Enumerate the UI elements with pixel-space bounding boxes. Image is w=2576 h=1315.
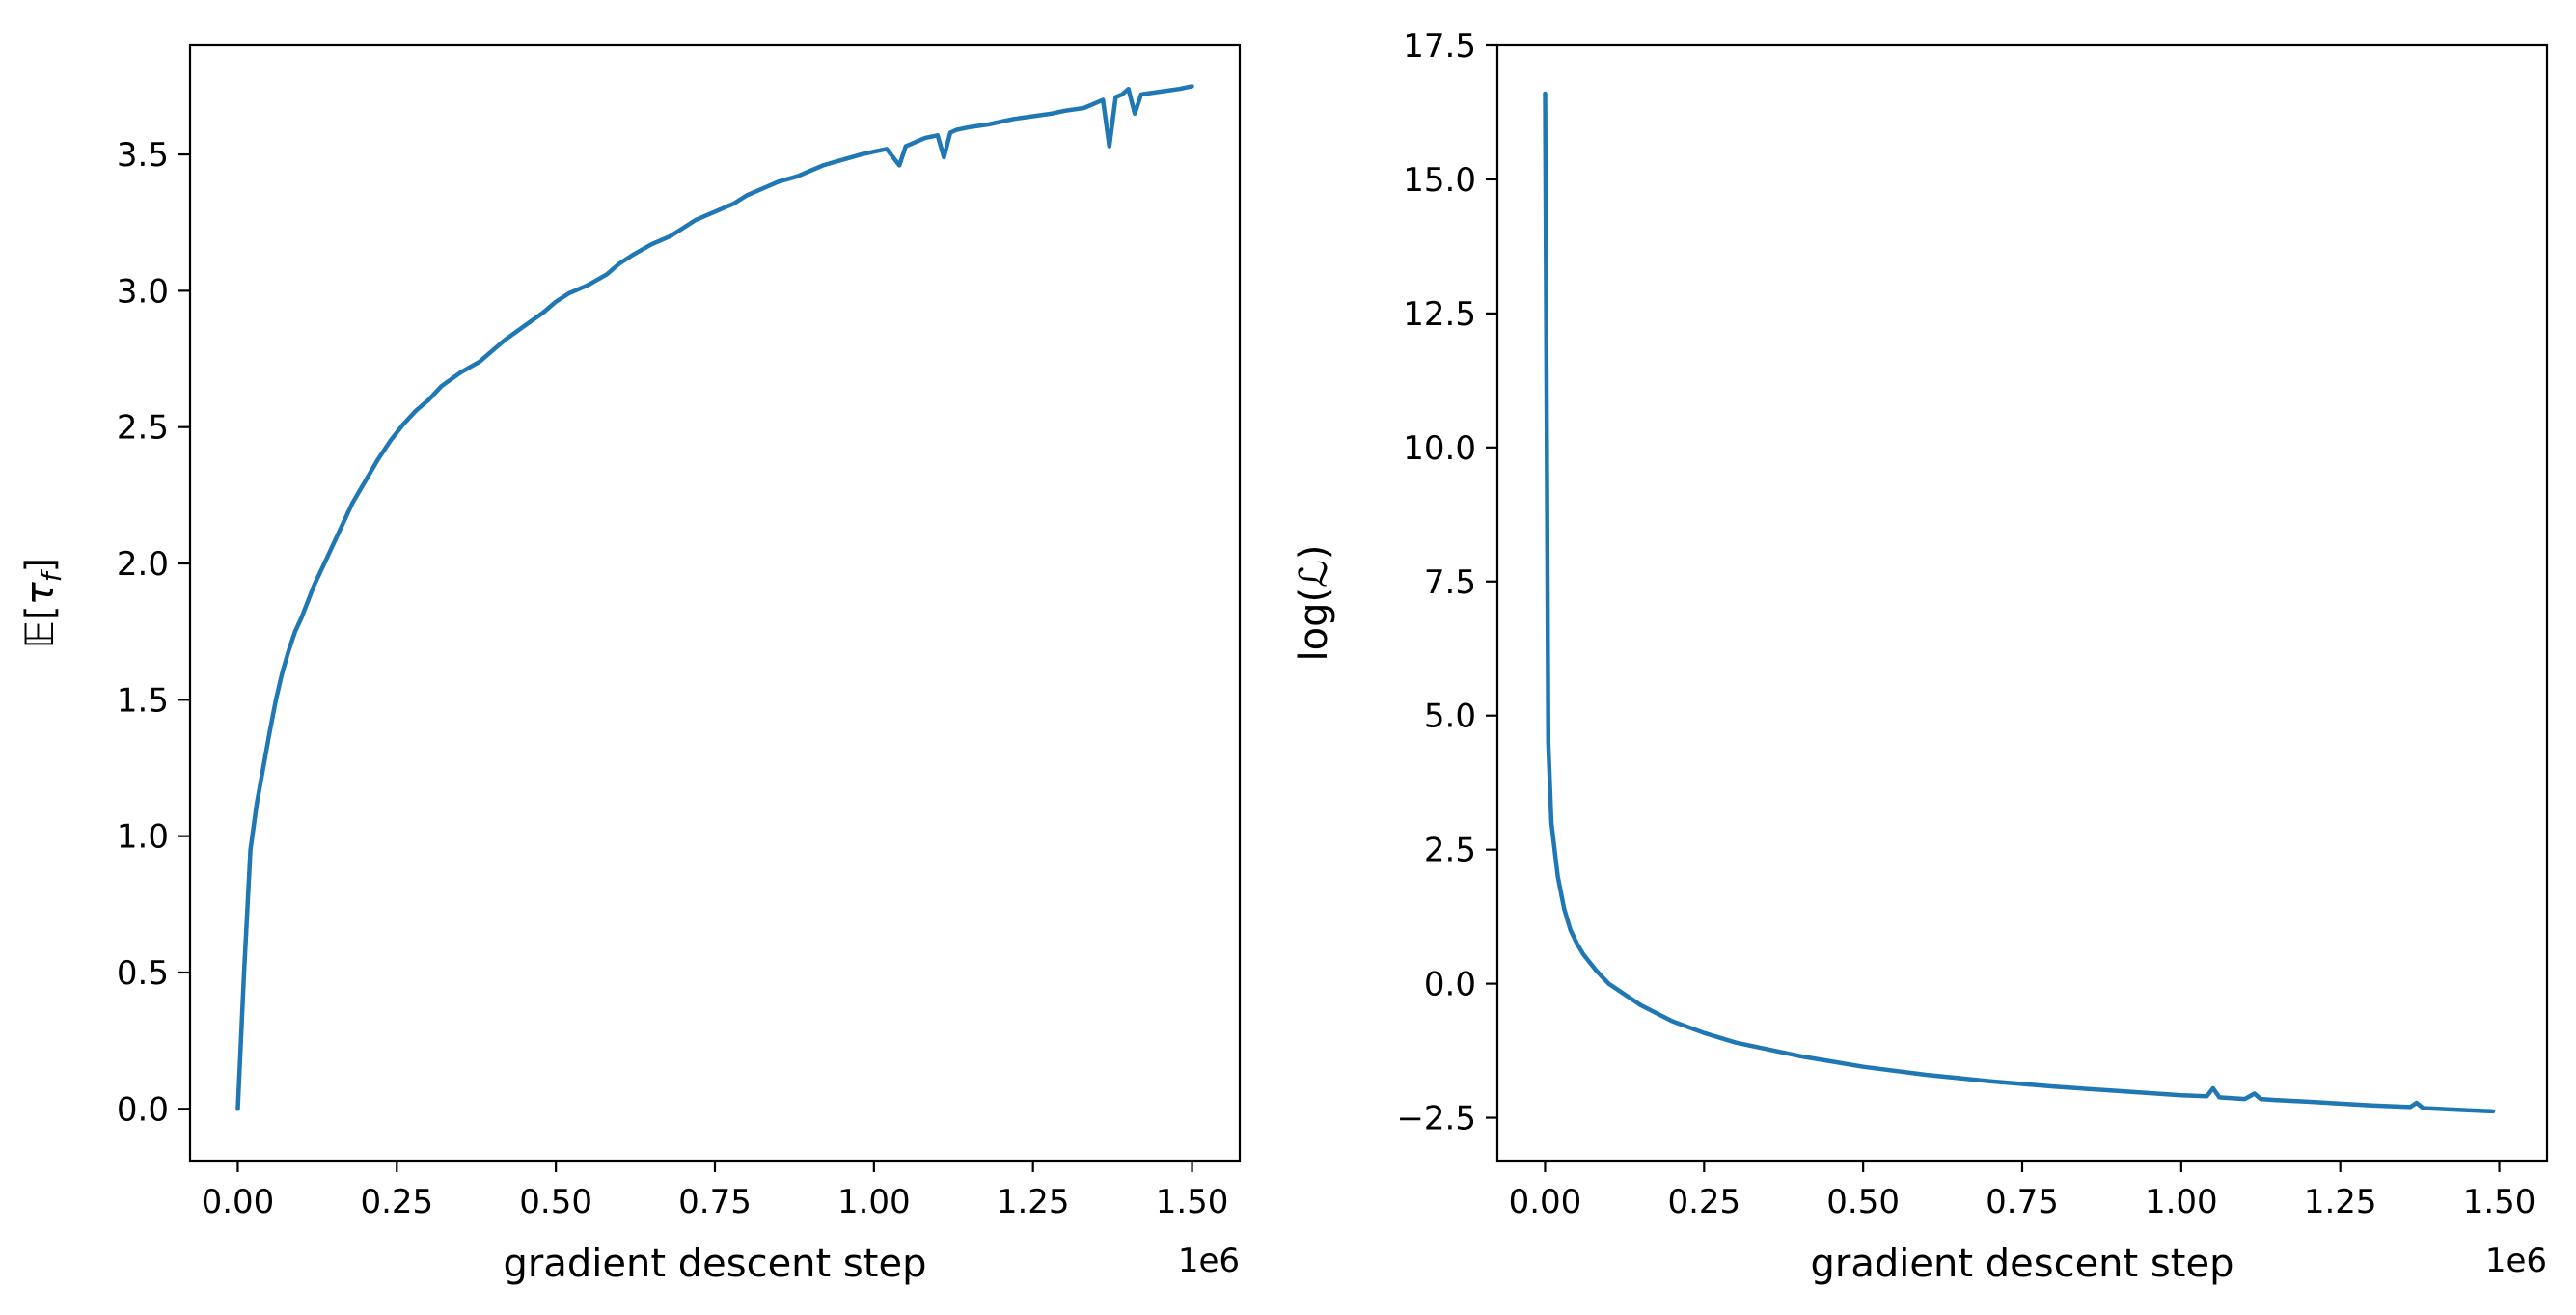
y-tick-label: 3.5 [117, 136, 169, 175]
y-tick-label: 2.5 [117, 409, 169, 448]
x-axis-label: gradient descent step [1811, 1242, 2234, 1286]
x-tick-label: 1.50 [1156, 1183, 1229, 1221]
x-tick-label: 0.75 [1986, 1183, 2059, 1221]
x-tick-label: 1.25 [2304, 1183, 2377, 1221]
series-line-1 [1543, 91, 2496, 1114]
y-tick-label: 3.0 [117, 272, 169, 311]
x-tick-label: 1.00 [2145, 1183, 2218, 1221]
y-tick-label: 10.0 [1403, 429, 1476, 468]
y-tick-label: 1.0 [117, 818, 169, 857]
y-tick-label: 0.0 [1424, 966, 1476, 1004]
y-tick-label: 0.5 [117, 954, 169, 993]
y-tick-label: 0.0 [117, 1090, 169, 1129]
x-tick-label: 0.75 [678, 1183, 752, 1221]
x-tick-label: 0.00 [202, 1183, 275, 1221]
x-axis-label: gradient descent step [504, 1242, 927, 1286]
x-tick-label: 1.50 [2463, 1183, 2536, 1221]
x-offset-label: 1e6 [2485, 1242, 2547, 1280]
y-tick-label: 17.5 [1403, 27, 1476, 66]
y-tick-label: 5.0 [1424, 698, 1476, 736]
x-tick-label: 1.00 [837, 1183, 911, 1221]
y-tick-label: 7.5 [1424, 563, 1476, 602]
x-tick-label: 0.25 [1667, 1183, 1740, 1221]
y-tick-label: 2.0 [117, 545, 169, 584]
chart-panel-2: 0.00 0.25 0.50 0.75 1.00 1.25 1.50 −2.5 0.0 2.5 5.… [1292, 27, 2549, 1286]
y-tick-label: −2.5 [1396, 1100, 1476, 1138]
x-tick-label: 0.00 [1509, 1183, 1582, 1221]
chart-panel-1: 0.00 0.25 0.50 0.75 1.00 1.25 1.50 0.0 0.5 1.0 1.5… [18, 43, 1242, 1286]
y-tick-label: 1.5 [117, 681, 169, 720]
y-tick-label: 15.0 [1403, 161, 1476, 200]
x-tick-label: 0.25 [360, 1183, 433, 1221]
x-tick-label: 0.50 [519, 1183, 592, 1221]
series-line-1 [235, 84, 1194, 1111]
y-axis-label: log(ℒ) [1292, 544, 1336, 661]
plot-frame [1495, 43, 2549, 1163]
x-offset-label: 1e6 [1178, 1242, 1240, 1280]
y-tick-label: 2.5 [1424, 832, 1476, 870]
x-tick-label: 1.25 [997, 1183, 1070, 1221]
y-axis-label: 𝔼[τf] [18, 558, 68, 648]
y-tick-label: 12.5 [1403, 295, 1476, 334]
x-tick-label: 0.50 [1826, 1183, 1900, 1221]
